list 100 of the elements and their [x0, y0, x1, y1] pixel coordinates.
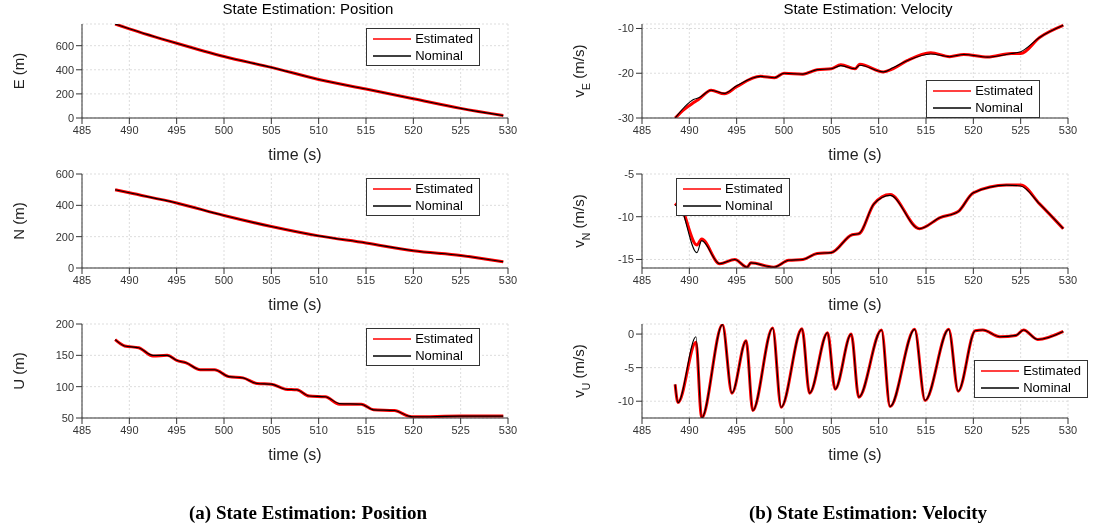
- x-tick-label: 515: [916, 423, 936, 436]
- x-tick-label: 510: [309, 273, 328, 286]
- x-tick-label: 525: [1011, 273, 1030, 286]
- x-tick-label: 500: [214, 273, 234, 286]
- x-tick-label: 485: [72, 423, 92, 436]
- x-tick-label: 520: [964, 273, 983, 286]
- y-tick-label: 200: [55, 87, 74, 100]
- y-tick-label: -5: [624, 361, 634, 374]
- y-tick-label: 400: [55, 199, 74, 212]
- x-tick-label: 530: [498, 423, 518, 436]
- x-axis-title: time (s): [828, 446, 882, 463]
- x-tick-label: 510: [869, 273, 888, 286]
- x-axis-title: time (s): [828, 146, 882, 163]
- x-tick-label: 510: [309, 423, 328, 436]
- y-tick-label: -15: [618, 253, 634, 266]
- y-axis-title: U (m): [10, 352, 27, 390]
- chart-title: State Estimation: Velocity: [782, 0, 954, 19]
- x-tick-label: 515: [916, 273, 936, 286]
- y-tick-label: 600: [55, 167, 74, 180]
- x-tick-label: 495: [167, 273, 186, 286]
- x-tick-label: 505: [262, 423, 281, 436]
- legend-label: Nominal: [415, 347, 463, 364]
- y-tick-label: -20: [618, 67, 634, 80]
- x-axis-title: time (s): [828, 296, 882, 313]
- legend-label: Estimated: [415, 180, 473, 197]
- x-tick-label: 505: [822, 273, 841, 286]
- legend-label: Estimated: [1023, 362, 1081, 379]
- y-tick-label: 200: [55, 230, 74, 243]
- text: (b) State Estimation: Velocity: [748, 502, 988, 524]
- x-tick-label: 505: [822, 123, 841, 136]
- legend-label: Estimated: [415, 330, 473, 347]
- x-tick-label: 495: [727, 423, 746, 436]
- legend-label: Estimated: [975, 82, 1033, 99]
- x-tick-label: 495: [167, 423, 186, 436]
- x-tick-label: 520: [404, 273, 423, 286]
- x-tick-label: 495: [727, 123, 746, 136]
- y-tick-label: 150: [55, 349, 74, 362]
- y-tick-label: 0: [627, 327, 634, 340]
- x-tick-label: 505: [822, 423, 841, 436]
- x-tick-label: 510: [869, 423, 888, 436]
- legend-label: Nominal: [725, 197, 773, 214]
- x-tick-label: 530: [1058, 273, 1078, 286]
- x-tick-label: 525: [1011, 123, 1030, 136]
- y-axis-title: N (m): [10, 202, 27, 240]
- y-tick-label: 0: [67, 111, 74, 124]
- legend-label: Nominal: [415, 197, 463, 214]
- y-tick-label: -10: [618, 395, 634, 408]
- x-tick-label: 490: [680, 273, 699, 286]
- x-tick-label: 530: [1058, 123, 1078, 136]
- x-tick-label: 500: [214, 423, 234, 436]
- x-tick-label: 530: [498, 123, 518, 136]
- x-tick-label: 530: [498, 273, 518, 286]
- x-tick-label: 510: [869, 123, 888, 136]
- y-tick-label: 600: [55, 39, 74, 52]
- y-tick-label: 400: [55, 63, 74, 76]
- x-tick-label: 520: [964, 123, 983, 136]
- y-tick-label: -30: [618, 111, 634, 124]
- x-tick-label: 515: [356, 123, 376, 136]
- x-tick-label: 485: [72, 123, 92, 136]
- x-tick-label: 515: [916, 123, 936, 136]
- text: (a) State Estimation: Position: [188, 502, 428, 524]
- y-tick-label: -10: [618, 22, 634, 35]
- x-tick-label: 495: [167, 123, 186, 136]
- x-tick-label: 490: [120, 273, 139, 286]
- y-tick-label: -10: [618, 210, 634, 223]
- x-axis-title: time (s): [268, 146, 322, 163]
- x-tick-label: 520: [404, 123, 423, 136]
- y-tick-label: 100: [55, 380, 74, 393]
- x-tick-label: 515: [356, 273, 376, 286]
- legend-label: Estimated: [415, 30, 473, 47]
- x-tick-label: 510: [309, 123, 328, 136]
- x-tick-label: 490: [680, 123, 699, 136]
- x-tick-label: 490: [120, 423, 139, 436]
- x-tick-label: 505: [262, 123, 281, 136]
- legend-label: Nominal: [975, 99, 1023, 116]
- x-tick-label: 525: [451, 423, 470, 436]
- x-tick-label: 515: [356, 423, 376, 436]
- x-tick-label: 500: [774, 273, 794, 286]
- x-tick-label: 520: [404, 423, 423, 436]
- x-tick-label: 490: [680, 423, 699, 436]
- legend-label: Nominal: [1023, 379, 1071, 396]
- y-tick-label: -5: [624, 167, 634, 180]
- legend-label: Estimated: [725, 180, 783, 197]
- x-tick-label: 525: [451, 123, 470, 136]
- x-axis-title: time (s): [268, 446, 322, 463]
- y-axis-title: E (m): [10, 52, 27, 90]
- x-tick-label: 525: [1011, 423, 1030, 436]
- x-tick-label: 525: [451, 273, 470, 286]
- y-tick-label: 0: [67, 261, 74, 274]
- x-tick-label: 495: [727, 273, 746, 286]
- x-axis-title: time (s): [268, 296, 322, 313]
- x-tick-label: 500: [214, 123, 234, 136]
- x-tick-label: 485: [632, 423, 652, 436]
- y-tick-label: 200: [55, 317, 74, 330]
- x-tick-label: 505: [262, 273, 281, 286]
- x-tick-label: 485: [632, 273, 652, 286]
- x-tick-label: 530: [1058, 423, 1078, 436]
- x-tick-label: 490: [120, 123, 139, 136]
- chart-title: State Estimation: Position: [221, 0, 395, 19]
- x-tick-label: 485: [72, 273, 92, 286]
